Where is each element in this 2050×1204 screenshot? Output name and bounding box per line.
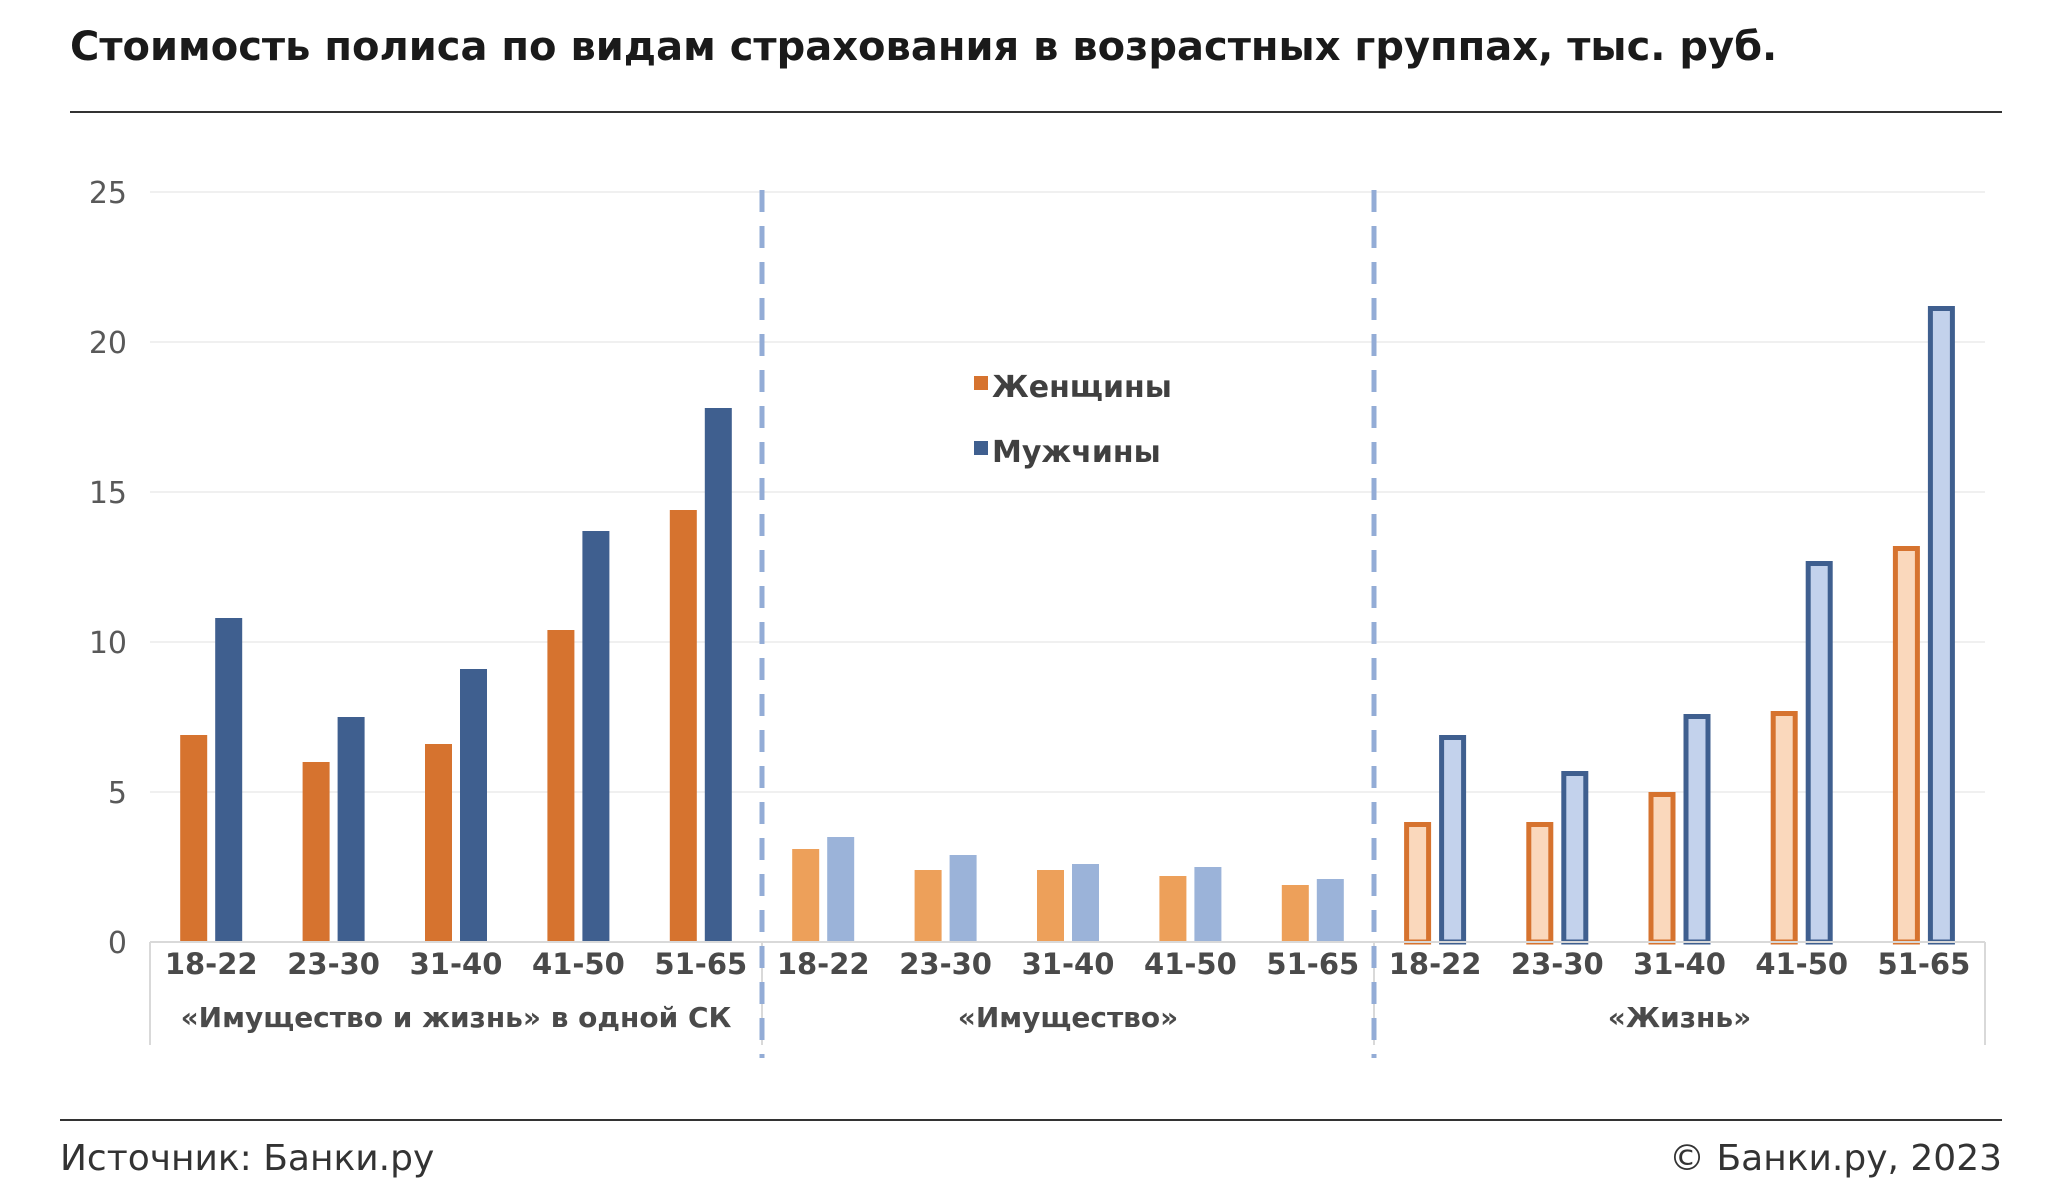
- x-axis: 18-22 23-30 31-40 41-50 51-65 «Имущество и жи…: [149, 941, 1986, 1045]
- bar-men-g3-31-40: [1683, 714, 1711, 945]
- x-tick-label: 41-50: [532, 947, 625, 981]
- footer-copyright: © Банки.ру, 2023: [1669, 1138, 2002, 1179]
- bar-men-g3-51-65: [1927, 306, 1955, 945]
- bar-men-g2-41-50: [1194, 867, 1222, 942]
- y-tick-label: 0: [108, 926, 127, 961]
- y-tick-label: 25: [89, 176, 127, 211]
- x-tick-label: 51-65: [1266, 947, 1359, 981]
- x-tick-label: 18-22: [165, 947, 258, 981]
- y-tick-label: 5: [108, 776, 127, 811]
- bar-men-g2-23-30: [949, 855, 977, 942]
- bar-men-g1-31-40: [460, 669, 487, 942]
- x-tick-label: 18-22: [777, 947, 870, 981]
- y-tick-label: 10: [89, 626, 127, 661]
- bar-women-g2-31-40: [1037, 870, 1064, 942]
- x-tick-label: 41-50: [1144, 947, 1237, 981]
- bar-women-g1-18-22: [180, 735, 208, 942]
- bar-women-g1-31-40: [425, 744, 452, 942]
- x-tick-label: 23-30: [287, 947, 380, 981]
- x-tick-label: 41-50: [1755, 947, 1848, 981]
- group-label: «Имущество и жизнь» в одной СК: [181, 1001, 732, 1034]
- bar-women-g3-18-22: [1404, 822, 1432, 945]
- bar-women-g3-31-40: [1648, 792, 1676, 945]
- y-tick-label: 20: [89, 326, 127, 361]
- bar-men-g3-18-22: [1439, 735, 1467, 945]
- x-tick-label: 31-40: [1022, 947, 1115, 981]
- bar-men-g1-18-22: [215, 618, 243, 942]
- bar-women-g3-51-65: [1892, 546, 1920, 945]
- bar-men-g2-51-65: [1316, 879, 1344, 942]
- x-tick-label: 18-22: [1389, 947, 1482, 981]
- chart-title: Стоимость полиса по видам страхования в …: [70, 24, 1777, 70]
- bar-men-g2-18-22: [827, 837, 855, 942]
- bar-women-g1-41-50: [547, 630, 575, 942]
- bars-layer: [180, 306, 1955, 945]
- y-axis: 0 5 10 15 20 25: [89, 176, 127, 961]
- x-tick-label: 23-30: [1511, 947, 1604, 981]
- x-tick-label: 51-65: [654, 947, 747, 981]
- legend: Женщины Мужчины: [974, 370, 1172, 470]
- legend-label-women: Женщины: [992, 370, 1172, 405]
- bar-women-g2-51-65: [1281, 885, 1309, 942]
- group-label: «Имущество»: [958, 1001, 1178, 1034]
- group-label: «Жизнь»: [1608, 1001, 1751, 1034]
- x-tick-label: 31-40: [1633, 947, 1726, 981]
- bar-men-g1-51-65: [704, 408, 732, 942]
- bar-men-g2-31-40: [1072, 864, 1099, 942]
- bar-men-g1-41-50: [582, 531, 610, 942]
- footer-source: Источник: Банки.ру: [60, 1138, 434, 1179]
- bar-women-g2-23-30: [914, 870, 942, 942]
- x-tick-label: 31-40: [410, 947, 503, 981]
- bar-women-g1-51-65: [669, 510, 697, 942]
- x-tick-label: 51-65: [1878, 947, 1971, 981]
- bar-women-g1-23-30: [302, 762, 330, 942]
- bar-women-g3-41-50: [1770, 711, 1798, 945]
- bar-men-g3-23-30: [1561, 771, 1589, 945]
- chart-grid: [150, 191, 1985, 793]
- bar-women-g3-23-30: [1526, 822, 1554, 945]
- bar-men-g3-41-50: [1805, 561, 1833, 945]
- y-tick-label: 15: [89, 476, 127, 511]
- bar-women-g2-41-50: [1159, 876, 1187, 942]
- legend-swatch-women: [974, 376, 988, 390]
- bar-women-g2-18-22: [792, 849, 820, 942]
- legend-swatch-men: [974, 441, 988, 455]
- bar-men-g1-23-30: [337, 717, 365, 942]
- legend-label-men: Мужчины: [992, 435, 1161, 470]
- x-tick-label: 23-30: [899, 947, 992, 981]
- group-dividers: [759, 190, 1377, 1058]
